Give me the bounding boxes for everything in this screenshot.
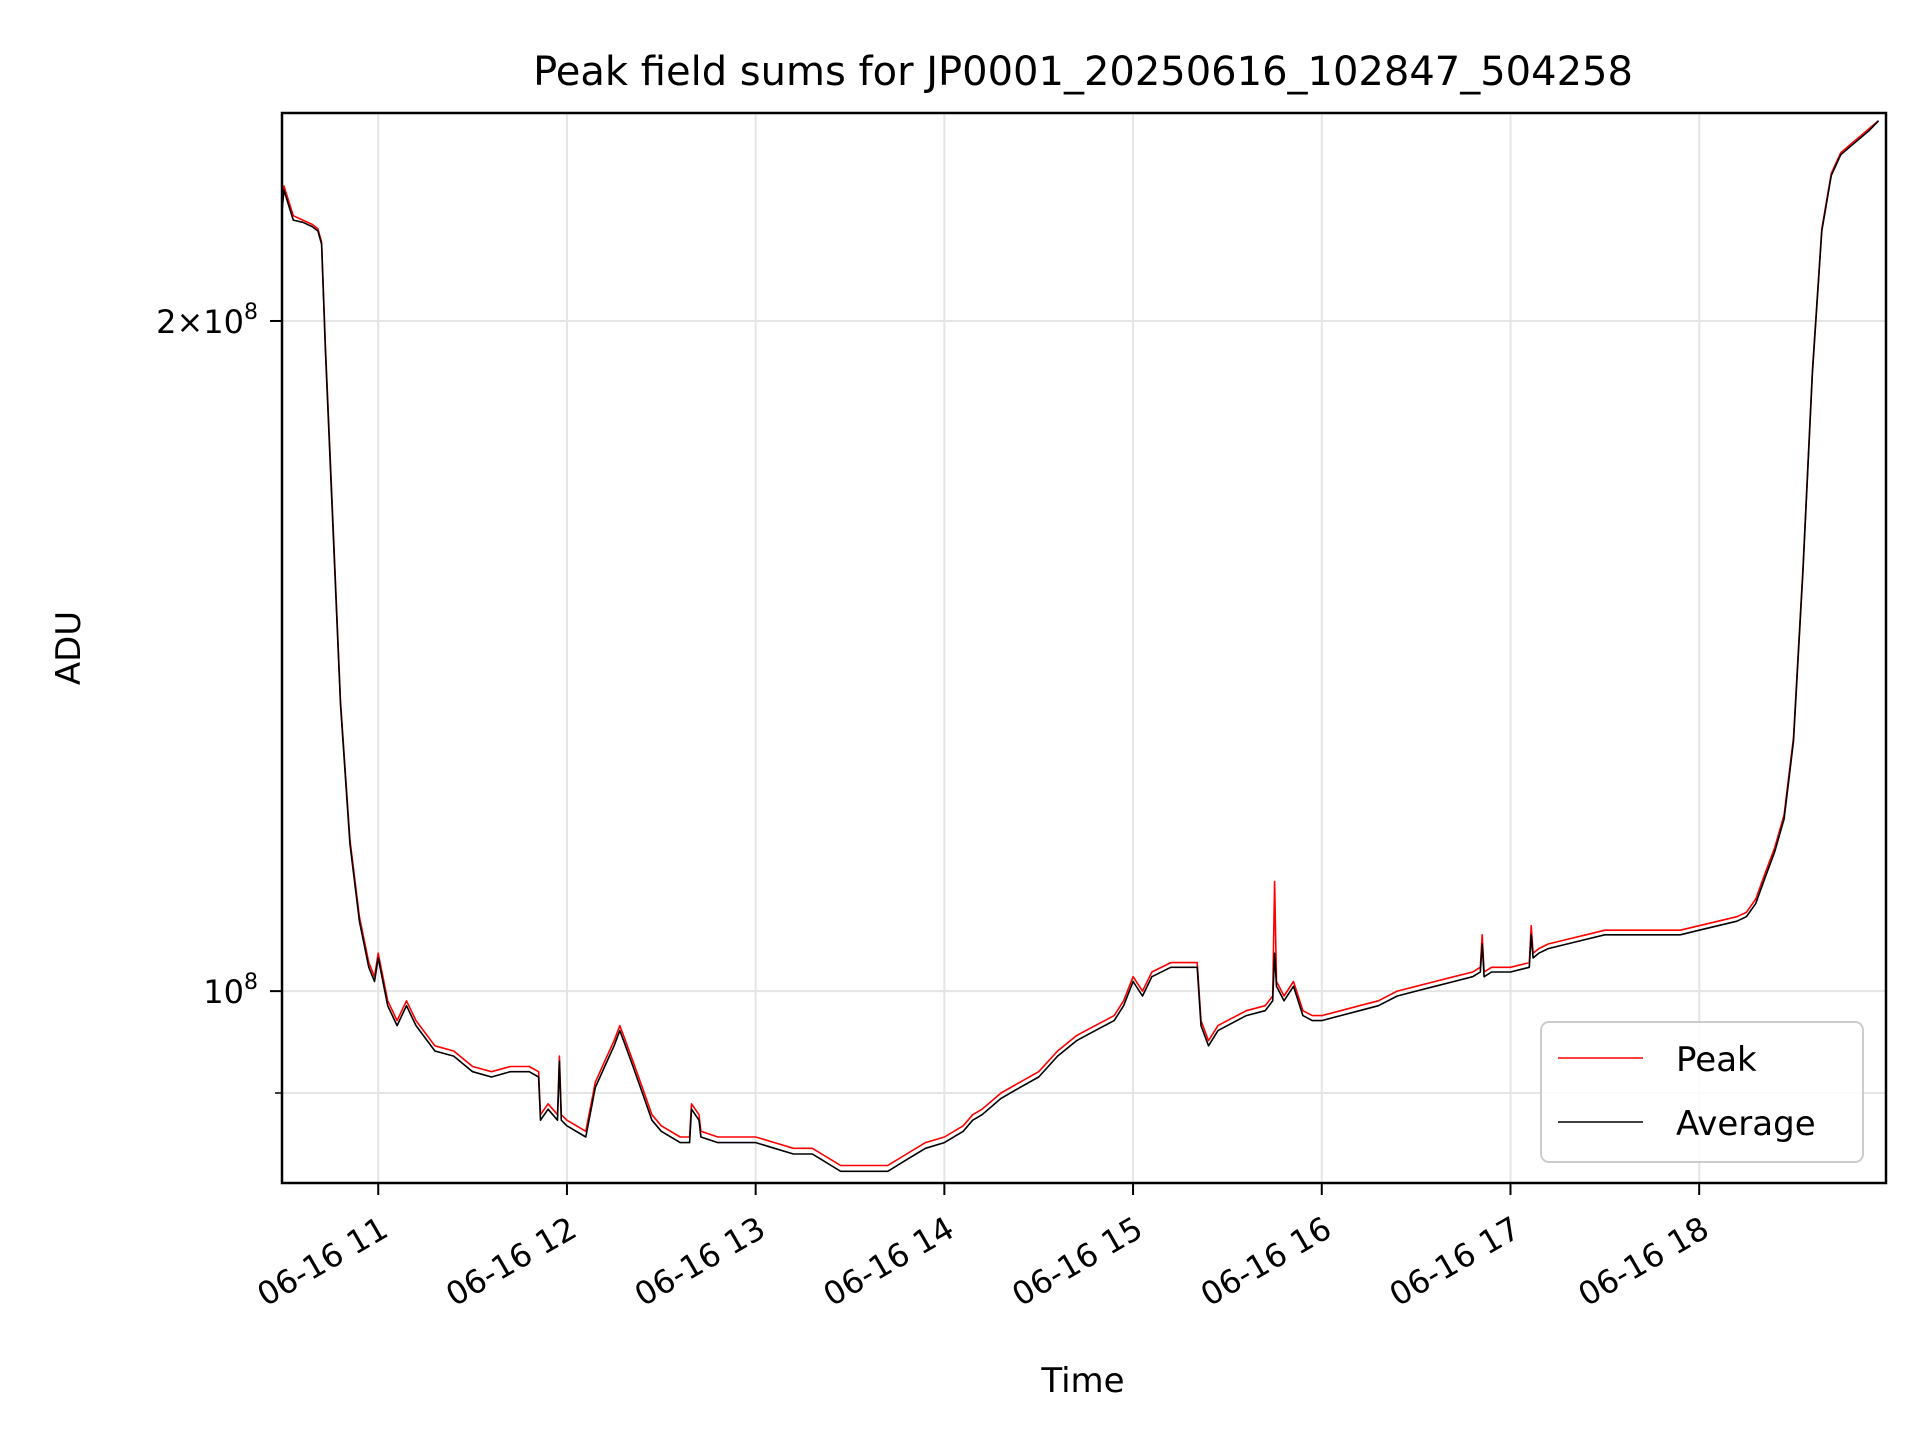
legend: Peak Average	[1540, 1021, 1864, 1163]
plot-series	[281, 120, 1880, 1173]
y-axis-label: ADU	[49, 611, 89, 685]
legend-box	[1540, 1021, 1864, 1163]
legend-average-label: Average	[1676, 1104, 1816, 1144]
chart-title: Peak field sums for JP0001_20250616_1028…	[533, 49, 1633, 95]
plot-frame	[280, 111, 1888, 1185]
average-series-line	[281, 120, 1880, 1173]
y-tick-label: 2×108	[156, 300, 258, 341]
y-tick-label: 108	[203, 970, 258, 1011]
x-axis-label: Time	[1040, 1361, 1124, 1401]
y-axis-ticks: 2×108 108	[156, 300, 282, 1094]
legend-peak-label: Peak	[1676, 1040, 1757, 1080]
peak-series-line	[281, 120, 1880, 1167]
grid-lines	[282, 113, 1886, 1183]
